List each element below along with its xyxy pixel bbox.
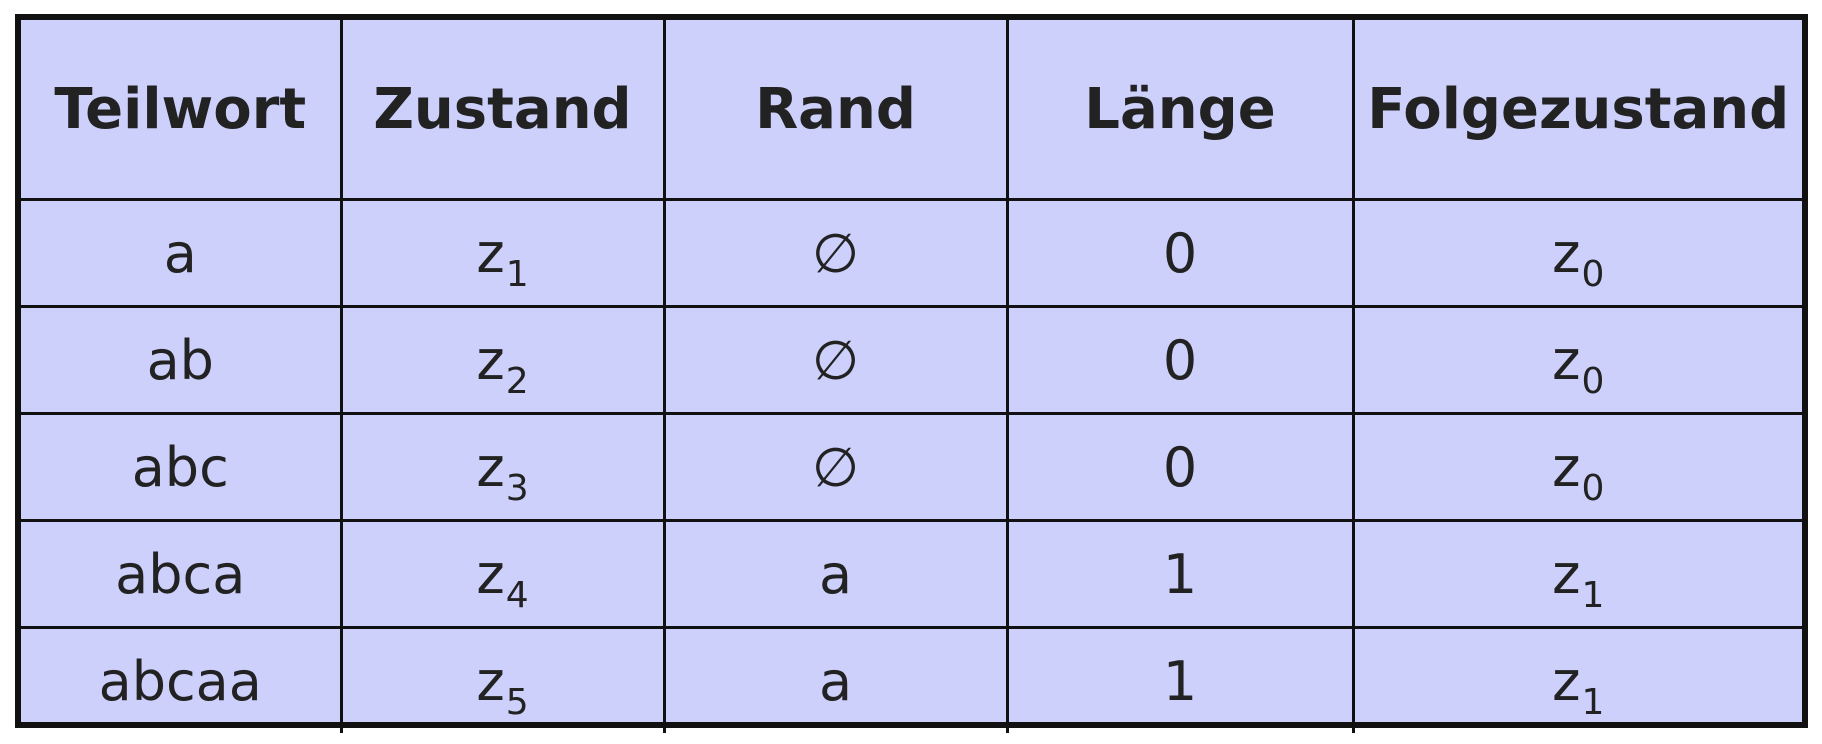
cell-folgezustand: z0	[1353, 200, 1802, 307]
state-symbol: z	[1552, 329, 1580, 392]
cell-teilwort: abca	[21, 521, 341, 628]
state-symbol: z	[1552, 543, 1580, 606]
state-subscript: 0	[1581, 468, 1604, 509]
cell-folgezustand: z1	[1353, 521, 1802, 628]
table-row: abca z4 a 1 z1	[21, 521, 1802, 628]
header-zustand: Zustand	[341, 20, 664, 200]
cell-laenge: 1	[1007, 521, 1353, 628]
state-subscript: 5	[506, 682, 529, 723]
cell-teilwort: abc	[21, 414, 341, 521]
state-symbol: z	[476, 543, 504, 606]
cell-teilwort: a	[21, 200, 341, 307]
state-symbol: z	[476, 222, 504, 285]
state-subscript: 1	[506, 254, 529, 295]
cell-teilwort: ab	[21, 307, 341, 414]
cell-laenge: 1	[1007, 628, 1353, 734]
cell-laenge: 0	[1007, 307, 1353, 414]
state-subscript: 0	[1581, 254, 1604, 295]
cell-laenge: 0	[1007, 414, 1353, 521]
state-symbol: z	[1552, 436, 1580, 499]
cell-teilwort: abcaa	[21, 628, 341, 734]
state-symbol: z	[476, 650, 504, 713]
cell-zustand: z3	[341, 414, 664, 521]
table-row: ab z2 ∅ 0 z0	[21, 307, 1802, 414]
cell-zustand: z4	[341, 521, 664, 628]
state-subscript: 3	[506, 468, 529, 509]
header-folgezustand: Folgezustand	[1353, 20, 1802, 200]
state-subscript: 0	[1581, 361, 1604, 402]
cell-folgezustand: z1	[1353, 628, 1802, 734]
cell-rand: ∅	[664, 307, 1007, 414]
header-teilwort: Teilwort	[21, 20, 341, 200]
cell-folgezustand: z0	[1353, 307, 1802, 414]
state-symbol: z	[476, 436, 504, 499]
cell-rand: a	[664, 521, 1007, 628]
state-symbol: z	[476, 329, 504, 392]
cell-rand: ∅	[664, 414, 1007, 521]
state-symbol: z	[1552, 650, 1580, 713]
header-rand: Rand	[664, 20, 1007, 200]
state-subscript: 1	[1581, 575, 1604, 616]
table-row: abc z3 ∅ 0 z0	[21, 414, 1802, 521]
cell-rand: a	[664, 628, 1007, 734]
cell-folgezustand: z0	[1353, 414, 1802, 521]
cell-zustand: z2	[341, 307, 664, 414]
header-row: Teilwort Zustand Rand Länge Folgezustand	[21, 20, 1802, 200]
cell-zustand: z5	[341, 628, 664, 734]
state-symbol: z	[1552, 222, 1580, 285]
table-row: a z1 ∅ 0 z0	[21, 200, 1802, 307]
state-subscript: 1	[1581, 682, 1604, 723]
state-subscript: 4	[506, 575, 529, 616]
cell-zustand: z1	[341, 200, 664, 307]
cell-rand: ∅	[664, 200, 1007, 307]
cell-laenge: 0	[1007, 200, 1353, 307]
state-subscript: 2	[506, 361, 529, 402]
table-row: abcaa z5 a 1 z1	[21, 628, 1802, 734]
state-table-container: Teilwort Zustand Rand Länge Folgezustand…	[15, 14, 1808, 728]
header-laenge: Länge	[1007, 20, 1353, 200]
state-table: Teilwort Zustand Rand Länge Folgezustand…	[21, 20, 1802, 733]
